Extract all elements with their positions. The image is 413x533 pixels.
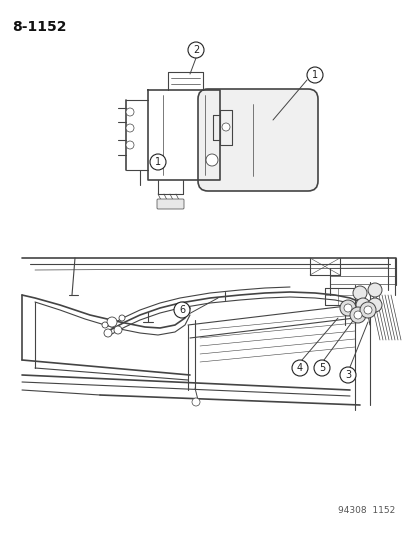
Circle shape <box>313 360 329 376</box>
Circle shape <box>355 298 369 312</box>
Circle shape <box>367 283 381 297</box>
Circle shape <box>119 315 125 321</box>
Text: 1: 1 <box>154 157 161 167</box>
Circle shape <box>349 307 365 323</box>
Circle shape <box>306 67 322 83</box>
Circle shape <box>206 154 218 166</box>
Circle shape <box>126 124 134 132</box>
Circle shape <box>221 123 230 131</box>
Circle shape <box>102 322 108 328</box>
Text: 4: 4 <box>296 363 302 373</box>
Text: 6: 6 <box>178 305 185 315</box>
Text: 94308  1152: 94308 1152 <box>337 506 394 515</box>
Text: 2: 2 <box>192 45 199 55</box>
Circle shape <box>104 329 112 337</box>
Circle shape <box>343 304 351 312</box>
Text: 1: 1 <box>311 70 317 80</box>
Circle shape <box>192 398 199 406</box>
Text: 8-1152: 8-1152 <box>12 20 66 34</box>
Text: 3: 3 <box>344 370 350 380</box>
Text: 5: 5 <box>318 363 324 373</box>
Circle shape <box>126 108 134 116</box>
Circle shape <box>363 306 371 314</box>
Circle shape <box>150 154 166 170</box>
Circle shape <box>367 298 381 312</box>
FancyBboxPatch shape <box>197 89 317 191</box>
Circle shape <box>126 141 134 149</box>
Circle shape <box>353 311 361 319</box>
Circle shape <box>359 302 375 318</box>
Circle shape <box>173 302 190 318</box>
FancyBboxPatch shape <box>157 199 183 209</box>
Circle shape <box>339 367 355 383</box>
Circle shape <box>107 317 117 327</box>
Circle shape <box>114 326 122 334</box>
Circle shape <box>188 42 204 58</box>
Circle shape <box>352 286 366 300</box>
Circle shape <box>291 360 307 376</box>
Circle shape <box>339 300 355 316</box>
